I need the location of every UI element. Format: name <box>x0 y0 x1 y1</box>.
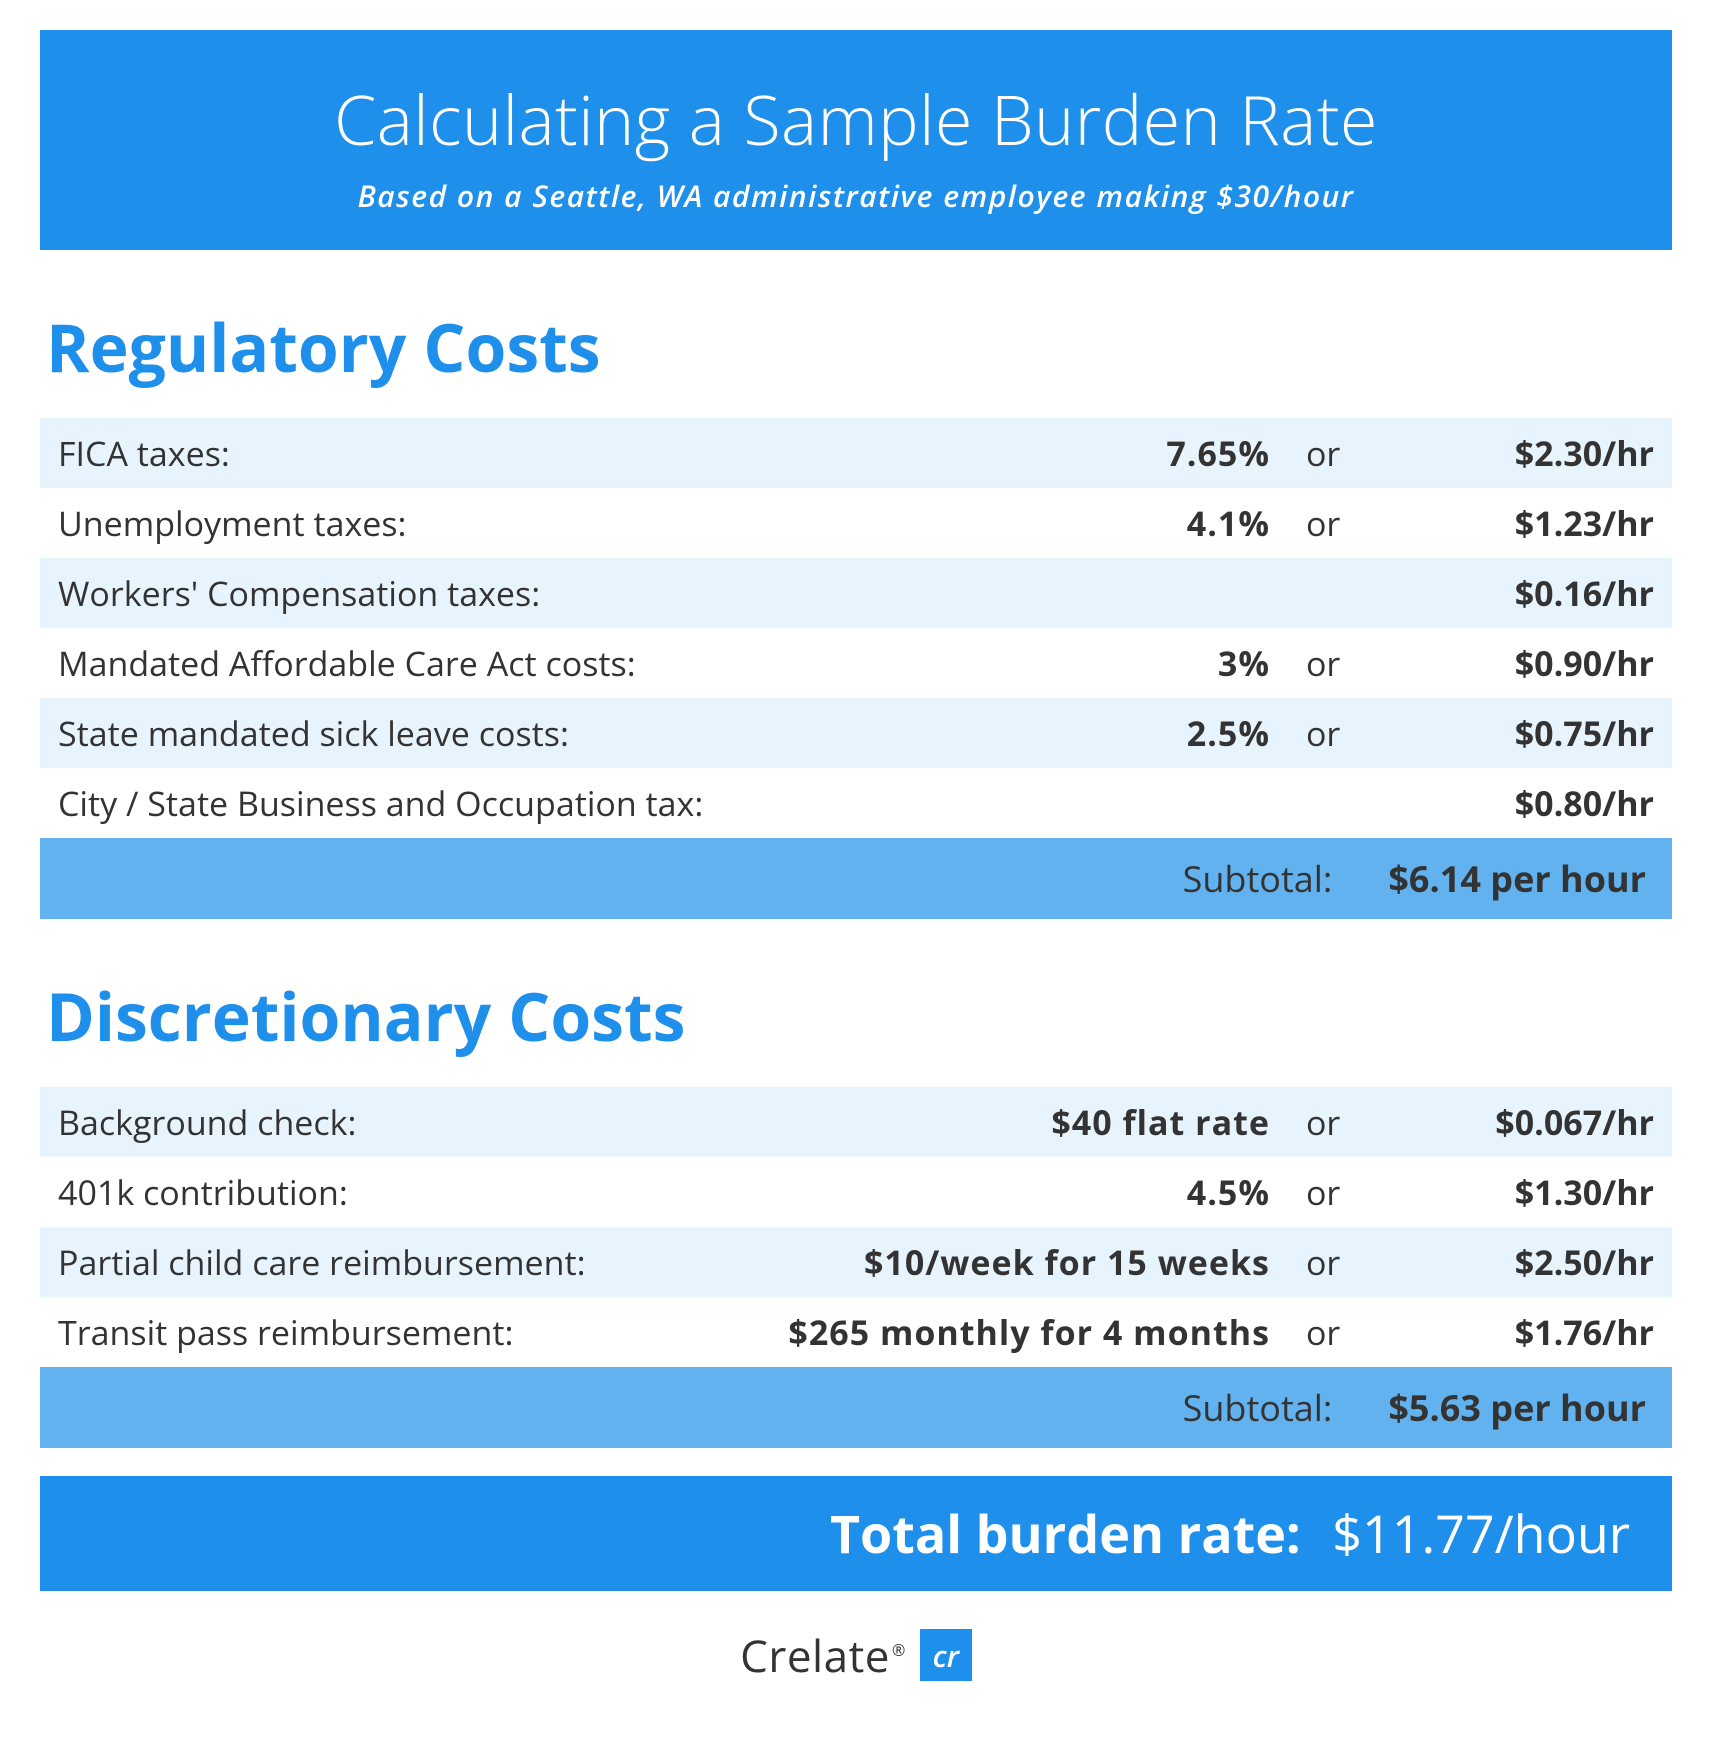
cost-section: Regulatory CostsFICA taxes:7.65%or$2.30/… <box>40 302 1672 919</box>
row-or: or <box>1288 1157 1358 1227</box>
row-label: Workers' Compensation taxes: <box>40 558 1148 628</box>
table-row: FICA taxes:7.65%or$2.30/hr <box>40 418 1672 488</box>
row-label: Unemployment taxes: <box>40 488 1148 558</box>
row-mid-value: $10/week for 15 weeks <box>770 1227 1288 1297</box>
brand: Crelate® cr <box>740 1625 972 1685</box>
total-bar: Total burden rate: $11.77/hour <box>40 1476 1672 1591</box>
cost-section: Discretionary Costs Background check:$40 … <box>40 971 1672 1448</box>
section-title: Regulatory Costs <box>46 302 1672 392</box>
cost-table: Background check:$40 flat rateor$0.067/h… <box>40 1087 1672 1448</box>
row-mid-value <box>1148 768 1288 838</box>
row-or <box>1288 558 1358 628</box>
row-label: FICA taxes: <box>40 418 1148 488</box>
header: Calculating a Sample Burden Rate Based o… <box>40 30 1672 250</box>
registered-mark-icon: ® <box>892 1639 906 1661</box>
row-label: City / State Business and Occupation tax… <box>40 768 1148 838</box>
row-label: Partial child care reimbursement: <box>40 1227 770 1297</box>
subtotal-value: $5.63 per hour <box>1358 1367 1672 1448</box>
row-mid-value: 2.5% <box>1148 698 1288 768</box>
row-or <box>1288 768 1358 838</box>
table-row: Unemployment taxes:4.1%or$1.23/hr <box>40 488 1672 558</box>
brand-mark-icon: cr <box>920 1629 972 1681</box>
row-or: or <box>1288 1227 1358 1297</box>
row-mid-value: 4.5% <box>770 1157 1288 1227</box>
row-mid-value <box>1148 558 1288 628</box>
table-row: State mandated sick leave costs:2.5%or$0… <box>40 698 1672 768</box>
row-mid-value: 7.65% <box>1148 418 1288 488</box>
page: Calculating a Sample Burden Rate Based o… <box>0 0 1712 1705</box>
section-title: Discretionary Costs <box>46 971 1672 1061</box>
table-row: Workers' Compensation taxes: $0.16/hr <box>40 558 1672 628</box>
page-subtitle: Based on a Seattle, WA administrative em… <box>60 175 1652 216</box>
row-rate: $2.50/hr <box>1358 1227 1672 1297</box>
row-mid-value: 4.1% <box>1148 488 1288 558</box>
page-title: Calculating a Sample Burden Rate <box>60 72 1652 165</box>
row-or: or <box>1288 488 1358 558</box>
row-label: Transit pass reimbursement: <box>40 1297 770 1367</box>
subtotal-value: $6.14 per hour <box>1358 838 1672 919</box>
total-label: Total burden rate: <box>830 1498 1301 1569</box>
subtotal-row: Subtotal:$6.14 per hour <box>40 838 1672 919</box>
sections-container: Regulatory CostsFICA taxes:7.65%or$2.30/… <box>40 302 1672 1448</box>
brand-name: Crelate® <box>740 1625 906 1685</box>
row-or: or <box>1288 1297 1358 1367</box>
row-rate: $0.067/hr <box>1358 1087 1672 1157</box>
table-row: Mandated Affordable Care Act costs:3%or$… <box>40 628 1672 698</box>
row-label: Mandated Affordable Care Act costs: <box>40 628 1148 698</box>
row-rate: $2.30/hr <box>1358 418 1672 488</box>
row-or: or <box>1288 1087 1358 1157</box>
row-rate: $0.75/hr <box>1358 698 1672 768</box>
footer: Crelate® cr <box>40 1625 1672 1685</box>
brand-name-text: Crelate <box>740 1625 890 1685</box>
table-row: City / State Business and Occupation tax… <box>40 768 1672 838</box>
row-label: State mandated sick leave costs: <box>40 698 1148 768</box>
row-rate: $1.76/hr <box>1358 1297 1672 1367</box>
row-rate: $0.80/hr <box>1358 768 1672 838</box>
table-row: 401k contribution:4.5%or$1.30/hr <box>40 1157 1672 1227</box>
table-row: Transit pass reimbursement:$265 monthly … <box>40 1297 1672 1367</box>
row-label: Background check: <box>40 1087 770 1157</box>
row-mid-value: $40 flat rate <box>770 1087 1288 1157</box>
subtotal-label: Subtotal: <box>40 1367 1358 1448</box>
subtotal-label: Subtotal: <box>40 838 1358 919</box>
row-mid-value: $265 monthly for 4 months <box>770 1297 1288 1367</box>
row-or: or <box>1288 698 1358 768</box>
row-or: or <box>1288 628 1358 698</box>
cost-table: FICA taxes:7.65%or$2.30/hrUnemployment t… <box>40 418 1672 919</box>
row-rate: $0.90/hr <box>1358 628 1672 698</box>
row-or: or <box>1288 418 1358 488</box>
row-label: 401k contribution: <box>40 1157 770 1227</box>
row-rate: $1.23/hr <box>1358 488 1672 558</box>
row-rate: $1.30/hr <box>1358 1157 1672 1227</box>
row-mid-value: 3% <box>1148 628 1288 698</box>
row-rate: $0.16/hr <box>1358 558 1672 628</box>
total-value: $11.77/hour <box>1332 1498 1630 1569</box>
subtotal-row: Subtotal:$5.63 per hour <box>40 1367 1672 1448</box>
table-row: Partial child care reimbursement:$10/wee… <box>40 1227 1672 1297</box>
table-row: Background check:$40 flat rateor$0.067/h… <box>40 1087 1672 1157</box>
